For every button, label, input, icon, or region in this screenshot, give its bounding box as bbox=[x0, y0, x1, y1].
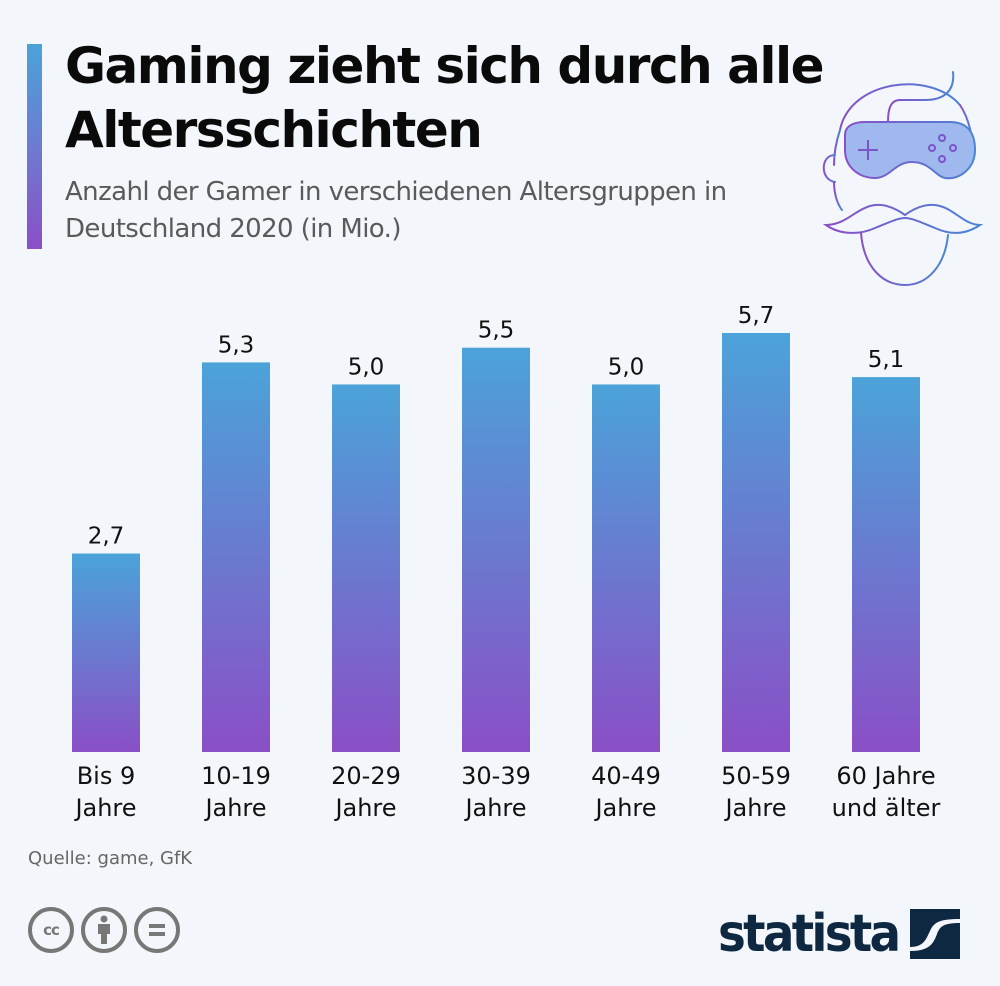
value-label-0: 2,7 bbox=[88, 524, 125, 550]
cc-icon[interactable]: cc bbox=[28, 907, 74, 953]
bar-0 bbox=[72, 553, 140, 752]
category-label-6-line-1: und älter bbox=[832, 794, 941, 822]
bar-3 bbox=[462, 347, 530, 752]
no-derivatives-icon[interactable] bbox=[134, 907, 180, 953]
value-label-3: 5,5 bbox=[478, 318, 515, 344]
title-accent-bar bbox=[27, 44, 42, 249]
category-label-5-line-1: Jahre bbox=[723, 794, 786, 822]
category-label-2-line-1: Jahre bbox=[333, 794, 396, 822]
category-label-3-line-0: 30-39 bbox=[461, 762, 531, 790]
cc-icon-text: cc bbox=[43, 921, 60, 939]
bar-1 bbox=[202, 362, 270, 752]
statista-logo[interactable]: statista bbox=[718, 904, 961, 964]
bar-5 bbox=[722, 333, 790, 752]
license-icons: cc bbox=[28, 907, 180, 953]
category-label-2-line-0: 20-29 bbox=[331, 762, 401, 790]
category-label-4-line-1: Jahre bbox=[593, 794, 656, 822]
person-glyph bbox=[98, 915, 110, 944]
value-label-4: 5,0 bbox=[608, 354, 645, 380]
category-label-0-line-0: Bis 9 bbox=[77, 762, 136, 790]
bar-4 bbox=[592, 384, 660, 752]
statista-mark-icon bbox=[910, 909, 961, 959]
category-label-3-line-1: Jahre bbox=[463, 794, 526, 822]
value-label-1: 5,3 bbox=[218, 332, 255, 358]
bar-6 bbox=[852, 377, 920, 752]
equals-glyph bbox=[149, 924, 165, 936]
chart-title: Gaming zieht sich durch alle Altersschic… bbox=[65, 37, 825, 159]
value-label-6: 5,1 bbox=[868, 347, 905, 373]
category-label-4-line-0: 40-49 bbox=[591, 762, 661, 790]
bar-2 bbox=[332, 384, 400, 752]
gamer-face-with-vr-controller-icon bbox=[822, 71, 984, 287]
category-label-1-line-0: 10-19 bbox=[201, 762, 271, 790]
bar-chart: 2,7 Bis 9 Jahre 5,3 10-19 Jahre 5,0 20-29 Jahre 5… bbox=[72, 303, 941, 822]
value-label-5: 5,7 bbox=[738, 303, 775, 329]
chart-subtitle: Anzahl der Gamer in verschiedenen Alters… bbox=[65, 177, 727, 244]
category-label-6-line-0: 60 Jahre bbox=[836, 762, 935, 790]
category-label-1-line-1: Jahre bbox=[203, 794, 266, 822]
value-label-2: 5,0 bbox=[348, 354, 385, 380]
statista-wordmark: statista bbox=[718, 904, 901, 964]
category-label-0-line-1: Jahre bbox=[73, 794, 136, 822]
source-note: Quelle: game, GfK bbox=[28, 848, 193, 869]
category-label-5-line-0: 50-59 bbox=[721, 762, 791, 790]
attribution-icon[interactable] bbox=[81, 907, 127, 953]
